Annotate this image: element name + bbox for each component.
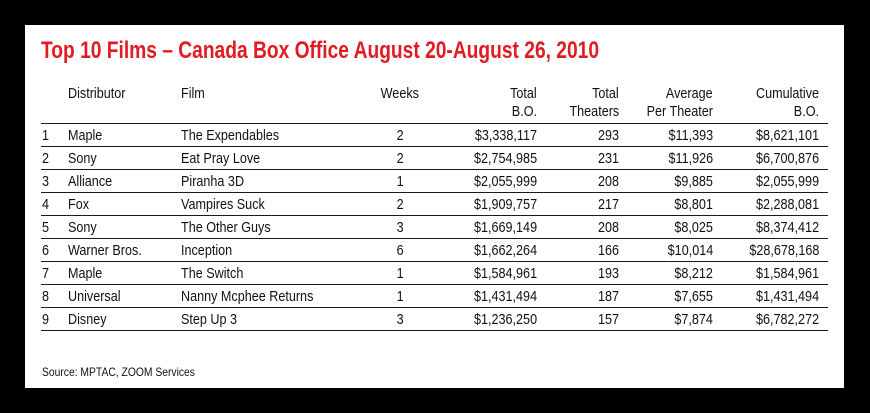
theaters-cell: 187 xyxy=(597,288,619,305)
cumulative-bo-cell: $2,055,999 xyxy=(755,173,819,190)
cumulative-bo-cell: $6,782,272 xyxy=(755,311,819,328)
weeks-cell: 2 xyxy=(396,127,404,144)
film-cell: Piranha 3D xyxy=(181,173,245,190)
film-cell: Vampires Suck xyxy=(181,196,265,213)
distributor-cell: Fox xyxy=(68,196,90,213)
total-bo-cell: $2,055,999 xyxy=(473,173,537,190)
total-bo-cell: $1,669,149 xyxy=(473,219,537,236)
weeks-cell: 1 xyxy=(396,173,404,190)
header-average-per-theater: Average Per Theater xyxy=(646,85,713,120)
weeks-cell: 1 xyxy=(396,288,404,305)
avg-per-theater-cell: $7,874 xyxy=(674,311,713,328)
avg-per-theater-cell: $9,885 xyxy=(674,173,713,190)
row-divider xyxy=(41,169,828,170)
header-total-bo: Total B.O. xyxy=(510,85,537,120)
row-divider xyxy=(41,215,828,216)
cumulative-bo-cell: $28,678,168 xyxy=(748,242,819,259)
header-distributor: Distributor xyxy=(68,85,126,102)
theaters-cell: 193 xyxy=(597,265,619,282)
film-cell: The Expendables xyxy=(181,127,280,144)
theaters-cell: 208 xyxy=(597,173,619,190)
rank-cell: 2 xyxy=(42,150,50,167)
total-bo-cell: $1,909,757 xyxy=(473,196,537,213)
weeks-cell: 1 xyxy=(396,265,404,282)
weeks-cell: 2 xyxy=(396,150,404,167)
cumulative-bo-cell: $1,584,961 xyxy=(755,265,819,282)
distributor-cell: Maple xyxy=(68,265,103,282)
row-divider xyxy=(41,284,828,285)
distributor-cell: Universal xyxy=(68,288,121,305)
header-film: Film xyxy=(181,85,205,102)
theaters-cell: 166 xyxy=(597,242,619,259)
film-cell: Inception xyxy=(181,242,233,259)
source-note: Source: MPTAC, ZOOM Services xyxy=(42,365,195,379)
theaters-cell: 157 xyxy=(597,311,619,328)
header-divider xyxy=(41,123,828,124)
weeks-cell: 3 xyxy=(396,219,404,236)
cumulative-bo-cell: $1,431,494 xyxy=(755,288,819,305)
cumulative-bo-cell: $8,374,412 xyxy=(755,219,819,236)
row-divider xyxy=(41,307,828,308)
theaters-cell: 231 xyxy=(597,150,619,167)
total-bo-cell: $1,662,264 xyxy=(473,242,537,259)
total-bo-cell: $3,338,117 xyxy=(474,127,537,144)
theaters-cell: 293 xyxy=(597,127,619,144)
weeks-cell: 6 xyxy=(396,242,404,259)
distributor-cell: Sony xyxy=(68,150,97,167)
rank-cell: 8 xyxy=(42,288,50,305)
header-cumulative-bo: Cumulative B.O. xyxy=(755,85,819,120)
total-bo-cell: $2,754,985 xyxy=(473,150,537,167)
avg-per-theater-cell: $8,801 xyxy=(674,196,713,213)
box-office-panel: Top 10 Films – Canada Box Office August … xyxy=(25,25,844,388)
table-bottom-rule xyxy=(41,330,828,331)
avg-per-theater-cell: $11,393 xyxy=(668,127,713,144)
total-bo-cell: $1,431,494 xyxy=(473,288,537,305)
theaters-cell: 208 xyxy=(597,219,619,236)
avg-per-theater-cell: $10,014 xyxy=(667,242,713,259)
distributor-cell: Sony xyxy=(68,219,97,236)
row-divider xyxy=(41,238,828,239)
theaters-cell: 217 xyxy=(597,196,619,213)
avg-per-theater-cell: $8,025 xyxy=(674,219,713,236)
weeks-cell: 3 xyxy=(396,311,404,328)
rank-cell: 3 xyxy=(42,173,50,190)
distributor-cell: Warner Bros. xyxy=(68,242,142,259)
rank-cell: 9 xyxy=(42,311,50,328)
rank-cell: 7 xyxy=(42,265,50,282)
header-total-theaters: Total Theaters xyxy=(569,85,619,120)
total-bo-cell: $1,236,250 xyxy=(473,311,537,328)
film-cell: Eat Pray Love xyxy=(181,150,261,167)
row-divider xyxy=(41,261,828,262)
row-divider xyxy=(41,146,828,147)
page-title: Top 10 Films – Canada Box Office August … xyxy=(41,37,600,64)
rank-cell: 5 xyxy=(42,219,50,236)
rank-cell: 6 xyxy=(42,242,50,259)
cumulative-bo-cell: $2,288,081 xyxy=(755,196,819,213)
film-cell: The Switch xyxy=(181,265,244,282)
distributor-cell: Disney xyxy=(68,311,107,328)
avg-per-theater-cell: $8,212 xyxy=(674,265,713,282)
total-bo-cell: $1,584,961 xyxy=(473,265,537,282)
film-cell: Step Up 3 xyxy=(181,311,238,328)
row-divider xyxy=(41,192,828,193)
avg-per-theater-cell: $11,926 xyxy=(668,150,713,167)
film-cell: The Other Guys xyxy=(181,219,271,236)
header-weeks: Weeks xyxy=(380,85,420,102)
distributor-cell: Maple xyxy=(68,127,103,144)
weeks-cell: 2 xyxy=(396,196,404,213)
distributor-cell: Alliance xyxy=(68,173,113,190)
cumulative-bo-cell: $8,621,101 xyxy=(755,127,819,144)
rank-cell: 1 xyxy=(42,127,50,144)
cumulative-bo-cell: $6,700,876 xyxy=(755,150,819,167)
film-cell: Nanny Mcphee Returns xyxy=(181,288,314,305)
rank-cell: 4 xyxy=(42,196,50,213)
avg-per-theater-cell: $7,655 xyxy=(674,288,713,305)
